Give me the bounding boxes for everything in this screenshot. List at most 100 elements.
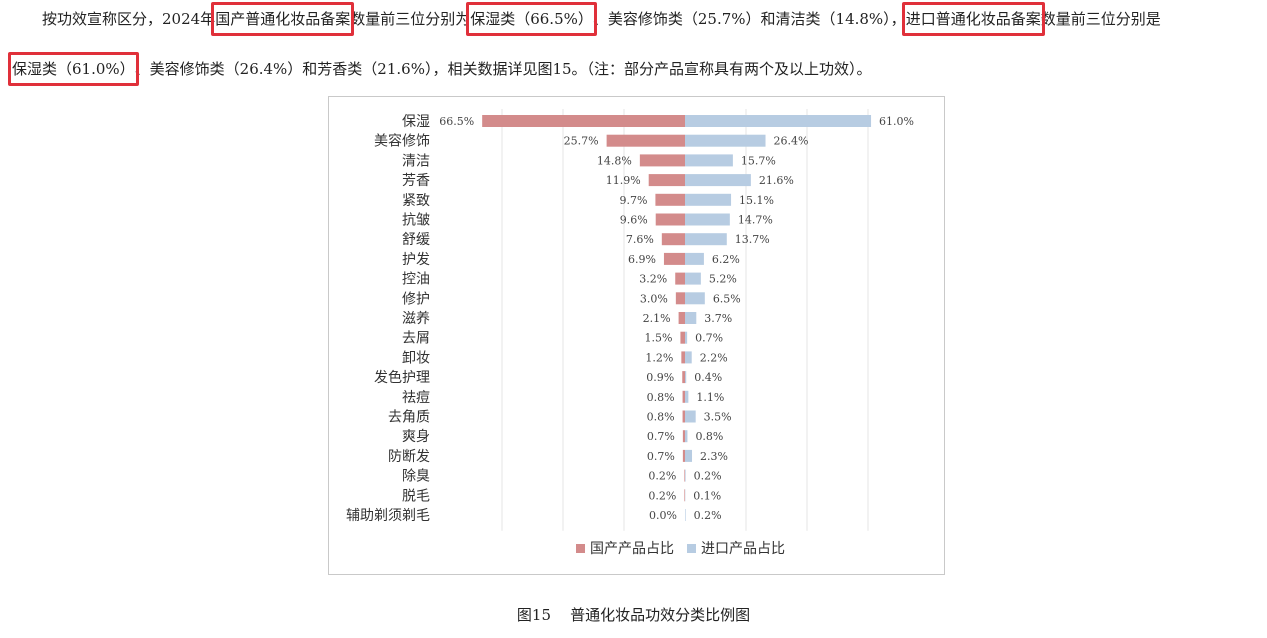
paragraph-line-2: 保湿类（61.0%）、美容修饰类（26.4%）和芳香类（21.6%），相关数据详… xyxy=(8,52,872,86)
domestic-bar xyxy=(648,174,685,187)
category-label: 防断发 xyxy=(388,449,430,465)
import-value-label: 6.2% xyxy=(712,253,740,266)
text-segment: 按功效宣称区分，2024年 xyxy=(42,10,216,28)
import-value-label: 2.2% xyxy=(700,351,728,364)
category-label: 舒缓 xyxy=(402,232,430,248)
domestic-value-label: 9.6% xyxy=(620,214,648,227)
import-value-label: 14.7% xyxy=(738,214,773,227)
import-value-label: 5.2% xyxy=(709,273,737,286)
import-value-label: 21.6% xyxy=(759,174,794,187)
domestic-bar xyxy=(663,252,685,265)
import-value-label: 0.7% xyxy=(695,332,723,345)
domestic-value-label: 25.7% xyxy=(564,135,599,148)
category-label: 去角质 xyxy=(388,410,430,426)
domestic-bar xyxy=(675,292,685,305)
domestic-bar xyxy=(684,469,685,482)
import-value-label: 1.1% xyxy=(696,391,724,404)
legend-swatch-domestic xyxy=(576,544,585,553)
import-bar xyxy=(685,390,689,403)
text-segment: 、美容修饰类（26.4%）和芳香类（21.6%），相关数据详见图15。（注：部分… xyxy=(134,60,872,78)
category-label: 辅助剃须剃毛 xyxy=(346,508,430,524)
category-label: 清洁 xyxy=(402,153,430,169)
domestic-bar xyxy=(482,115,685,127)
category-label: 祛痘 xyxy=(402,390,430,406)
domestic-value-label: 6.9% xyxy=(628,253,656,266)
domestic-bar xyxy=(682,430,685,443)
domestic-bar xyxy=(655,193,685,206)
import-bar xyxy=(685,233,727,246)
category-label: 控油 xyxy=(402,272,430,288)
intro-paragraph: 按功效宣称区分，2024年国产普通化妆品备案数量前三位分别为保湿类（66.5%）… xyxy=(0,0,1267,100)
category-label: 脱毛 xyxy=(402,488,430,504)
domestic-bar xyxy=(682,410,685,423)
domestic-value-label: 0.2% xyxy=(648,489,676,502)
import-value-label: 15.7% xyxy=(741,154,776,167)
import-value-label: 0.8% xyxy=(695,430,723,443)
legend-label-import: 进口产品占比 xyxy=(701,541,785,557)
import-value-label: 0.2% xyxy=(694,470,722,483)
domestic-value-label: 0.8% xyxy=(647,411,675,424)
import-value-label: 0.4% xyxy=(694,371,722,384)
domestic-value-label: 0.9% xyxy=(646,371,674,384)
import-bar xyxy=(685,292,705,305)
import-bar xyxy=(685,213,730,226)
domestic-value-label: 14.8% xyxy=(597,154,632,167)
category-label: 卸妆 xyxy=(402,350,430,366)
domestic-bar xyxy=(661,233,685,246)
import-bar xyxy=(685,174,751,187)
domestic-value-label: 0.0% xyxy=(649,509,677,522)
highlight-import-top1: 保湿类（61.0%） xyxy=(8,52,139,86)
text-segment: 数量前三位分别是 xyxy=(1040,10,1161,28)
import-value-label: 61.0% xyxy=(879,115,914,128)
domestic-value-label: 3.0% xyxy=(640,292,668,305)
category-label: 芳香 xyxy=(402,172,430,189)
category-label: 抗皱 xyxy=(402,213,430,229)
import-value-label: 0.2% xyxy=(694,509,722,522)
category-label: 修护 xyxy=(402,291,430,307)
domestic-bar xyxy=(678,312,685,324)
import-bar xyxy=(685,449,693,462)
highlight-import-filing: 进口普通化妆品备案 xyxy=(901,2,1045,36)
import-bar xyxy=(685,430,688,443)
import-bar xyxy=(685,193,732,206)
category-label: 发色护理 xyxy=(374,369,430,386)
highlight-domestic-top1: 保湿类（66.5%） xyxy=(466,2,597,36)
domestic-value-label: 0.7% xyxy=(647,430,675,443)
import-bar xyxy=(685,154,733,167)
import-bar xyxy=(685,509,686,521)
category-label: 除臭 xyxy=(402,469,430,485)
domestic-bar xyxy=(682,371,685,384)
domestic-value-label: 2.1% xyxy=(643,312,671,325)
category-label: 滋养 xyxy=(402,311,430,327)
import-bar xyxy=(685,272,701,285)
import-value-label: 3.5% xyxy=(704,411,732,424)
import-bar xyxy=(685,371,687,384)
import-value-label: 3.7% xyxy=(704,312,732,325)
category-label: 美容修饰 xyxy=(374,133,430,150)
domestic-bar xyxy=(675,272,685,285)
import-value-label: 2.3% xyxy=(700,450,728,463)
import-bar xyxy=(685,134,766,147)
domestic-value-label: 1.2% xyxy=(645,351,673,364)
category-label: 紧致 xyxy=(402,193,430,209)
domestic-value-label: 7.6% xyxy=(626,233,654,246)
diverging-bar-chart: 保湿 66.5% 61.0% 美容修饰 25.7% 26.4% 清洁 14.8% 15.7% 芳香… xyxy=(346,109,914,557)
domestic-value-label: 1.5% xyxy=(644,332,672,345)
import-bar xyxy=(685,252,704,265)
import-value-label: 6.5% xyxy=(713,292,741,305)
figure-caption: 图15 普通化妆品功效分类比例图 xyxy=(516,606,751,624)
domestic-value-label: 3.2% xyxy=(639,273,667,286)
domestic-bar xyxy=(680,331,685,344)
import-bar xyxy=(685,469,686,482)
import-value-label: 0.1% xyxy=(693,489,721,502)
text-segment: 数量前三位分别为 xyxy=(350,10,471,28)
domestic-value-label: 0.7% xyxy=(647,450,675,463)
import-bar xyxy=(685,410,696,423)
category-label: 保湿 xyxy=(402,114,430,130)
domestic-value-label: 9.7% xyxy=(619,194,647,207)
legend-label-domestic: 国产产品占比 xyxy=(590,541,674,557)
domestic-bar xyxy=(639,154,685,167)
domestic-value-label: 11.9% xyxy=(606,174,641,187)
legend-swatch-import xyxy=(687,544,696,553)
chart-frame: 保湿 66.5% 61.0% 美容修饰 25.7% 26.4% 清洁 14.8% 15.7% 芳香… xyxy=(328,96,945,575)
